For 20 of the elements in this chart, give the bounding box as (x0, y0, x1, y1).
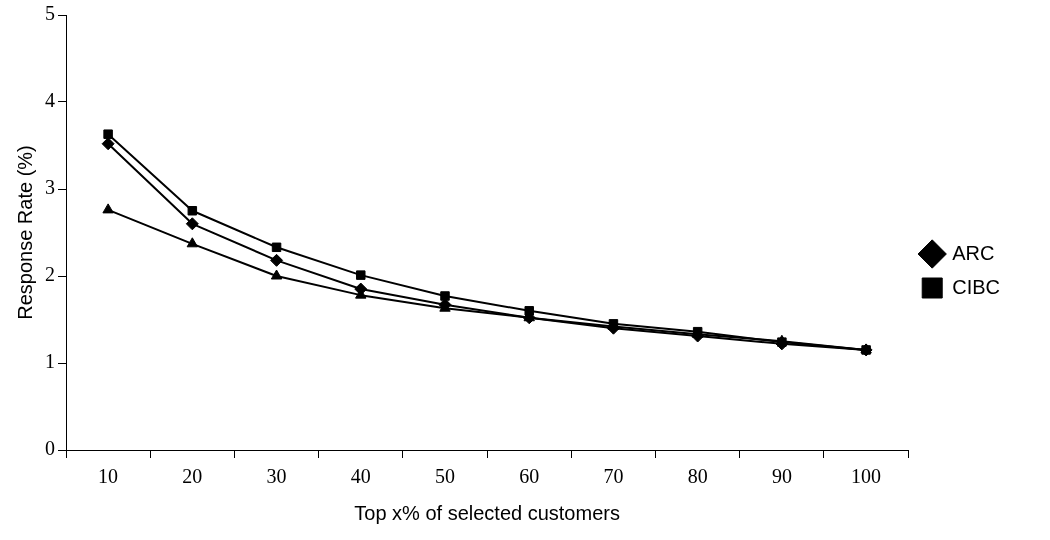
x-tick-label: 20 (182, 465, 203, 488)
x-tick-label: 30 (266, 465, 287, 488)
x-tick-label: 40 (350, 465, 371, 488)
y-tick-label: 0 (45, 437, 55, 460)
x-tick-label: 50 (435, 465, 455, 488)
x-tick-label: 10 (98, 465, 119, 488)
x-tick-label: 70 (603, 465, 624, 488)
y-tick-label: 1 (45, 350, 55, 373)
y-tick-label: 2 (45, 263, 55, 286)
x-axis-title: Top x% of selected customers (354, 501, 620, 524)
x-tick-label: 90 (771, 465, 792, 488)
y-tick-label: 5 (45, 2, 55, 25)
legend-label: CIBC (952, 275, 1001, 298)
x-tick-label: 80 (687, 465, 708, 488)
y-tick-label: 4 (45, 89, 55, 112)
legend-label: ARC (952, 241, 995, 264)
y-axis-title: Response Rate (%) (13, 145, 36, 320)
x-tick-label: 60 (519, 465, 540, 488)
y-tick-label: 3 (45, 176, 55, 199)
x-tick-label: 100 (851, 465, 882, 488)
